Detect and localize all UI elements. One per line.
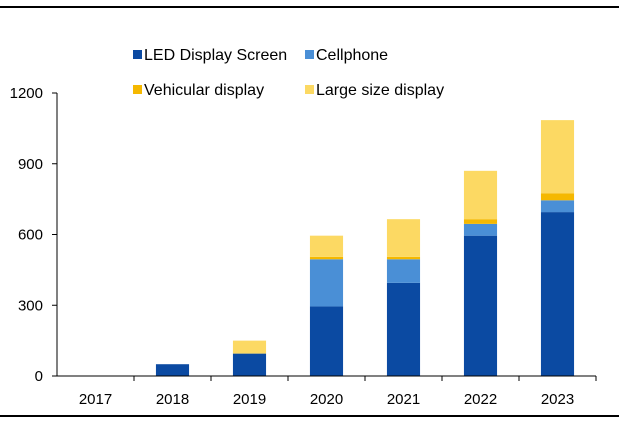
x-tick-label: 2021: [387, 391, 420, 408]
legend-label: Vehicular display: [144, 82, 264, 99]
axes: 0 300 600 900 1200 2017 2018 2019 2020 2021 2022 20…: [10, 85, 597, 408]
bar-segment: [232, 340, 267, 354]
x-tick-label: 2020: [310, 391, 343, 408]
legend-label: LED Display Screen: [144, 47, 287, 64]
bar-segment: [309, 306, 344, 376]
bar-segment: [463, 223, 498, 236]
bar-segment: [463, 235, 498, 376]
legend-swatch: [133, 85, 142, 94]
bar-segment: [540, 200, 575, 213]
bar-segment: [309, 256, 344, 260]
x-tick-label: 2017: [79, 391, 112, 408]
bar-segment: [232, 353, 267, 376]
legend-label: Large size display: [316, 82, 444, 99]
bar-segment: [386, 219, 421, 257]
legend-swatch: [305, 85, 314, 94]
y-tick-label: 1200: [10, 85, 43, 102]
y-tick-label: 600: [18, 227, 43, 244]
bar-segment: [386, 256, 421, 260]
bars: [155, 120, 575, 376]
bar-segment: [155, 364, 190, 376]
bar-segment: [309, 235, 344, 257]
bar-segment: [386, 259, 421, 283]
x-tick-label: 2018: [156, 391, 189, 408]
legend-swatch: [133, 50, 142, 59]
y-tick-label: 900: [18, 156, 43, 173]
legend-swatch: [305, 50, 314, 59]
y-tick-label: 300: [18, 297, 43, 314]
bar-segment: [463, 219, 498, 224]
bar-segment: [463, 170, 498, 220]
bar-segment: [540, 193, 575, 201]
x-tick-label: 2023: [541, 391, 574, 408]
bar-segment: [540, 120, 575, 194]
y-tick-label: 0: [35, 368, 43, 385]
legend: LED Display Screen Cellphone Vehicular dis…: [133, 47, 444, 99]
bar-segment: [386, 282, 421, 376]
bar-segment: [309, 259, 344, 307]
x-tick-label: 2019: [233, 391, 266, 408]
legend-label: Cellphone: [316, 47, 388, 64]
x-tick-label: 2022: [464, 391, 497, 408]
bar-segment: [540, 212, 575, 376]
